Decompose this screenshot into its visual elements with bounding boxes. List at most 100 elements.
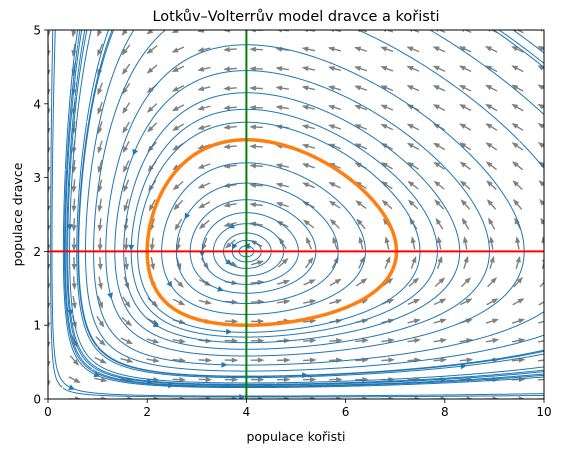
quiver-arrow-head (178, 300, 186, 306)
quiver-arrow-head (327, 66, 335, 72)
quiver-arrow-head (485, 46, 493, 52)
streamline-arrow (107, 292, 113, 300)
quiver-arrow-head (408, 199, 415, 206)
quiver-arrow-shaft (538, 320, 544, 324)
quiver-arrow-head (301, 85, 309, 91)
quiver-arrow-head (197, 66, 205, 72)
quiver-arrow-head (435, 217, 442, 225)
quiver-arrow-head (249, 143, 257, 150)
streamline-arrow (302, 372, 309, 379)
streamline (78, 30, 544, 377)
quiver-arrow-head (197, 163, 205, 169)
quiver-arrow-head (257, 260, 265, 266)
quiver-arrow-head (48, 89, 51, 96)
streamline (114, 70, 490, 350)
quiver-arrow-head (123, 204, 129, 212)
quiver-arrow-head (150, 263, 156, 271)
quiver-arrow-head (125, 319, 133, 327)
streamline-layer (50, 30, 544, 399)
quiver-arrow-head (516, 276, 523, 284)
quiver-arrow-head (275, 85, 283, 91)
quiver-arrow-head (433, 142, 441, 149)
quiver-arrow-head (511, 46, 519, 52)
quiver-arrow-head (97, 224, 103, 232)
quiver-arrow-head (146, 30, 154, 35)
quiver-arrow-head (48, 128, 51, 135)
quiver-arrow-head (406, 65, 414, 71)
quiver-arrow-shaft (537, 378, 544, 381)
quiver-arrow-head (409, 30, 413, 33)
quiver-arrow-head (414, 338, 421, 344)
quiver-arrow-head (101, 396, 108, 399)
quiver-arrow-head (171, 66, 179, 73)
streamline-arrow (66, 224, 73, 231)
quiver-arrow-shaft (277, 30, 289, 32)
quiver-arrow-head (197, 47, 205, 53)
quiver-arrow-head (171, 86, 179, 92)
streamline (50, 30, 544, 398)
quiver-arrow-head (301, 104, 309, 110)
quiver-arrow-shaft (537, 340, 544, 343)
quiver-arrow-head (310, 376, 317, 383)
quiver-arrow-head (541, 258, 544, 263)
quiver-arrow-head (330, 30, 335, 33)
streamline-arrow (225, 258, 232, 266)
quiver-arrow-head (99, 339, 106, 346)
quiver-arrow-head (388, 396, 395, 399)
quiver-arrow-head (122, 107, 128, 114)
quiver-arrow-head (147, 125, 154, 133)
quiver-arrow-head (153, 396, 160, 399)
y-tick-label: 1 (33, 319, 41, 333)
quiver-arrow-head (71, 302, 77, 310)
quiver-arrow-head (48, 244, 51, 252)
streamline (105, 44, 525, 357)
streamline (137, 121, 421, 333)
streamline-arrow (152, 321, 160, 328)
x-axis-ticks: 0 2 4 6 8 10 (44, 399, 552, 419)
streamline-arrow (217, 285, 224, 292)
quiver-arrow-head (223, 124, 230, 130)
quiver-arrow-head (485, 161, 493, 168)
quiver-arrow-head (410, 236, 416, 244)
quiver-arrow-head (360, 278, 368, 285)
x-tick-label: 4 (243, 405, 251, 419)
quiver-arrow-head (302, 182, 310, 188)
quiver-arrow-head (171, 105, 179, 112)
streamline (64, 30, 544, 387)
quiver-arrow-head (380, 143, 388, 149)
quiver-arrow-head (518, 337, 526, 344)
quiver-arrow-head (380, 66, 388, 71)
quiver-arrow-shaft (516, 30, 524, 34)
quiver-arrow-head (486, 180, 493, 187)
quiver-arrow-head (411, 256, 417, 264)
quiver-arrow-head (205, 396, 213, 399)
quiver-arrow-head (48, 31, 51, 38)
quiver-arrow-head (198, 203, 206, 209)
quiver-arrow-head (490, 277, 497, 284)
quiver-arrow-head (283, 376, 291, 383)
quiver-arrow-head (432, 85, 440, 91)
quiver-arrow-head (310, 396, 317, 399)
quiver-arrow-head (439, 298, 447, 304)
quiver-arrow-head (388, 338, 395, 344)
streamline (63, 30, 544, 388)
quiver-arrow-head (308, 279, 316, 285)
quiver-arrow-head (515, 255, 521, 263)
quiver-arrow-head (407, 161, 415, 168)
quiver-arrow-head (440, 338, 447, 344)
quiver-arrow-head (354, 143, 362, 149)
quiver-arrow-shaft (537, 359, 544, 362)
quiver-arrow-head (537, 45, 544, 52)
chart-title: Lotkův–Volterrův model dravce a kořisti (152, 9, 439, 25)
quiver-arrow-head (309, 318, 317, 324)
quiver-arrow-head (97, 127, 103, 135)
streamline (85, 30, 544, 372)
quiver-arrow-head (511, 103, 519, 110)
quiver-arrow-head (380, 46, 388, 52)
nullcline-layer (48, 30, 544, 399)
quiver-arrow-head (459, 142, 467, 149)
quiver-arrow-head (412, 277, 420, 284)
quiver-arrow-head (388, 357, 395, 363)
quiver-arrow-head (513, 199, 520, 206)
quiver-arrow-head (123, 165, 129, 173)
